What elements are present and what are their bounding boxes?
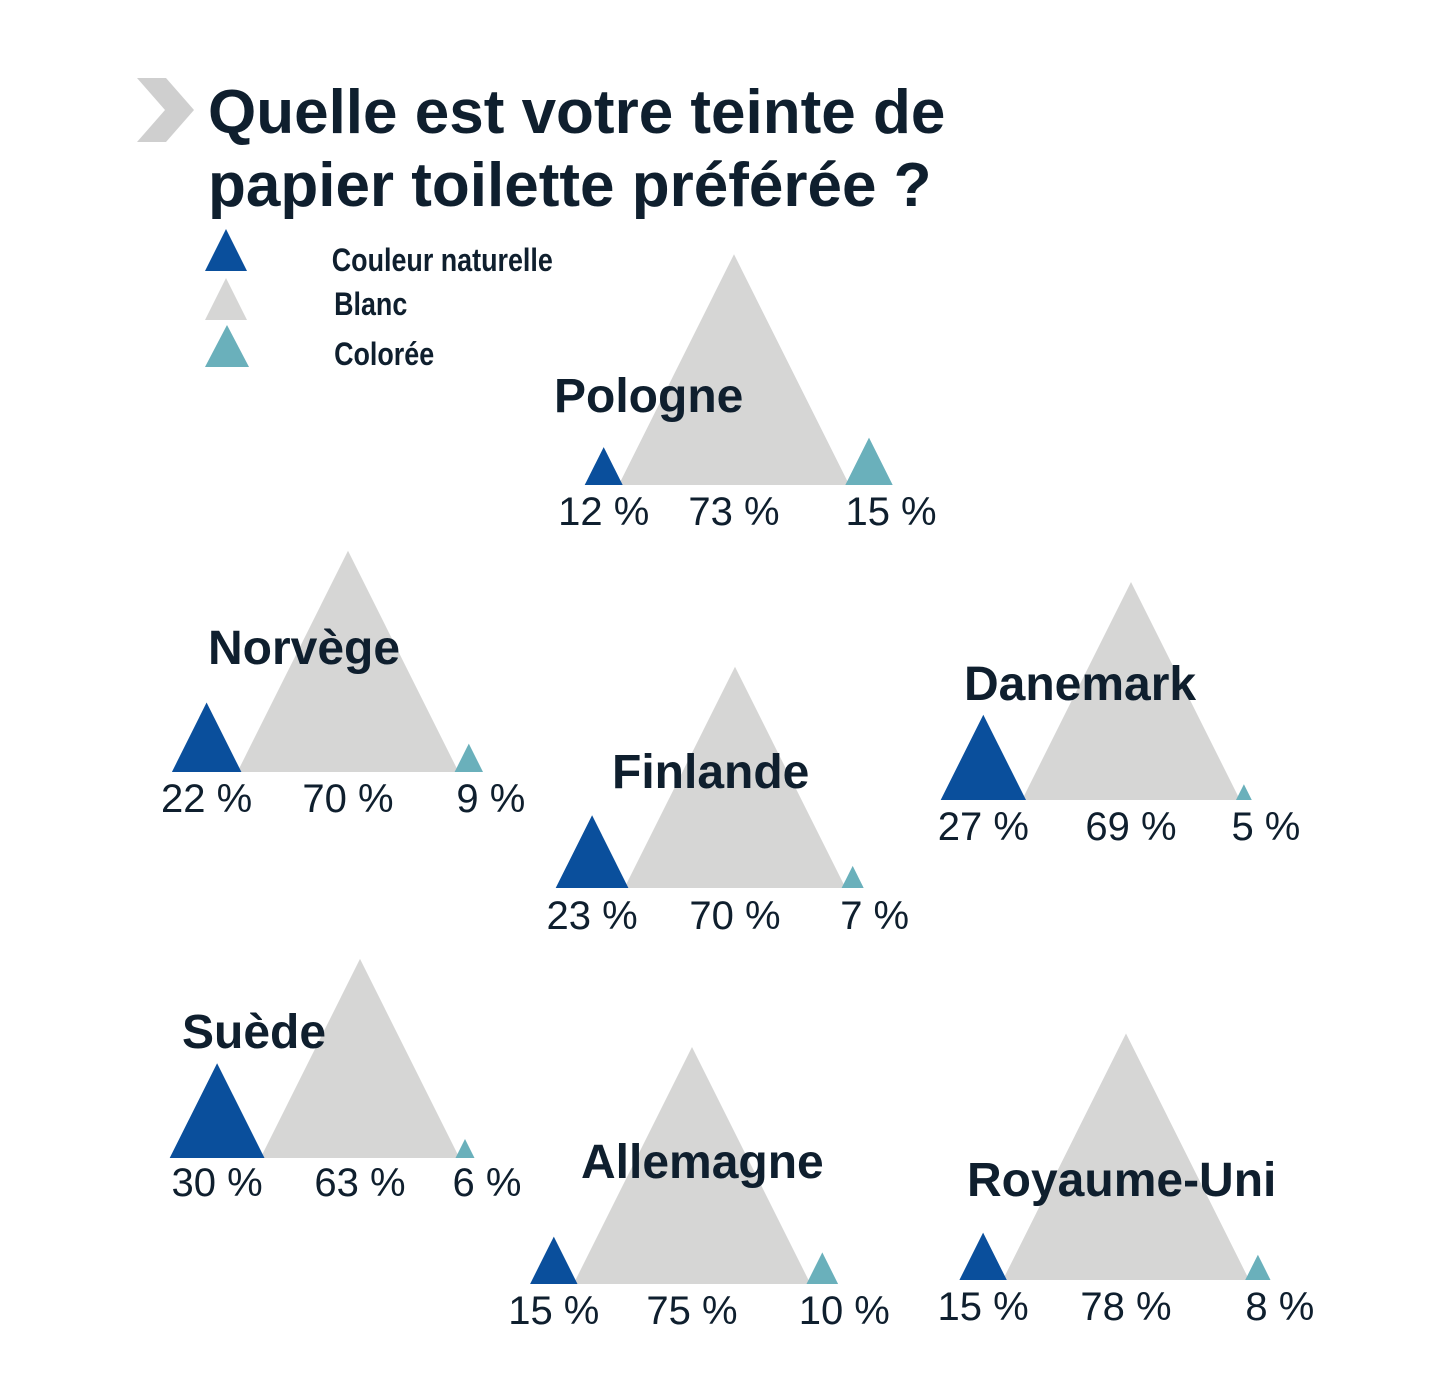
- triangle-naturelle: [530, 1236, 578, 1284]
- percent-label-coloree: 7 %: [840, 894, 909, 938]
- chevron-right-icon: [137, 78, 194, 142]
- triangle-blanc: [1002, 1033, 1250, 1280]
- percent-label-coloree: 8 %: [1245, 1285, 1314, 1329]
- triangle-blanc: [624, 666, 846, 888]
- chart-title-line-1: Quelle est votre teinte de: [208, 78, 945, 147]
- chart-title-line-2: papier toilette préférée ?: [208, 151, 932, 220]
- triangle-blanc: [237, 550, 459, 772]
- percent-label-naturelle: 12 %: [558, 490, 649, 534]
- title-block: Quelle est votre teinte de papier toilet…: [137, 78, 945, 220]
- country-label: Pologne: [554, 370, 743, 423]
- country-label: Norvège: [208, 622, 400, 675]
- triangle-blanc: [1022, 582, 1240, 800]
- triangle-naturelle: [940, 714, 1026, 800]
- country-group: Danemark 27 % 69 % 5 %: [938, 582, 1300, 849]
- legend-label-naturelle: Couleur naturelle: [332, 243, 553, 279]
- legend: Couleur naturelle Blanc Colorée: [205, 229, 553, 373]
- triangle-coloree: [455, 1139, 475, 1158]
- percent-label-coloree: 6 %: [453, 1161, 522, 1205]
- country-group: Pologne 12 % 73 % 15 %: [554, 254, 937, 534]
- triangle-naturelle: [169, 1063, 265, 1158]
- triangle-blanc: [618, 254, 850, 485]
- triangle-blanc: [260, 958, 460, 1158]
- percent-label-naturelle: 15 %: [508, 1289, 599, 1333]
- percent-label-blanc: 75 %: [646, 1289, 737, 1333]
- country-label: Royaume-Uni: [967, 1154, 1276, 1207]
- percent-label-naturelle: 22 %: [161, 777, 252, 821]
- triangle-coloree: [454, 743, 483, 772]
- triangle-coloree: [841, 865, 864, 888]
- triangle-naturelle: [171, 702, 242, 772]
- country-group: Suède 30 % 63 % 6 %: [169, 958, 522, 1205]
- legend-swatch-coloree: [205, 325, 249, 367]
- country-group: Allemagne 15 % 75 % 10 %: [508, 1047, 890, 1333]
- country-label: Suède: [182, 1006, 326, 1059]
- triangle-naturelle: [959, 1232, 1007, 1280]
- legend-label-coloree: Colorée: [334, 337, 434, 373]
- percent-label-blanc: 63 %: [314, 1161, 405, 1205]
- percent-label-coloree: 5 %: [1231, 805, 1300, 849]
- triangle-coloree: [806, 1252, 839, 1284]
- country-group: Norvège 22 % 70 % 9 %: [161, 550, 525, 821]
- percent-label-coloree: 9 %: [456, 777, 525, 821]
- legend-swatch-naturelle: [205, 229, 247, 271]
- percent-label-blanc: 70 %: [302, 777, 393, 821]
- triangle-naturelle: [555, 815, 629, 888]
- percent-label-blanc: 69 %: [1085, 805, 1176, 849]
- percent-label-blanc: 70 %: [689, 894, 780, 938]
- percent-label-naturelle: 15 %: [937, 1285, 1028, 1329]
- legend-label-blanc: Blanc: [334, 287, 407, 323]
- percent-label-blanc: 78 %: [1080, 1285, 1171, 1329]
- country-label: Danemark: [964, 658, 1196, 711]
- triangle-blanc: [573, 1047, 811, 1284]
- country-label: Finlande: [612, 746, 809, 799]
- triangle-naturelle: [584, 447, 623, 485]
- percent-label-coloree: 15 %: [845, 490, 936, 534]
- legend-swatch-blanc: [205, 278, 247, 320]
- country-label: Allemagne: [581, 1136, 824, 1189]
- percent-label-naturelle: 30 %: [171, 1161, 262, 1205]
- percent-label-coloree: 10 %: [799, 1289, 890, 1333]
- triangle-coloree: [1236, 784, 1252, 800]
- percent-label-naturelle: 27 %: [938, 805, 1029, 849]
- country-group: Finlande 23 % 70 % 7 %: [546, 666, 909, 938]
- percent-label-blanc: 73 %: [688, 490, 779, 534]
- triangle-coloree: [1245, 1254, 1271, 1280]
- percent-label-naturelle: 23 %: [546, 894, 637, 938]
- country-group: Royaume-Uni 15 % 78 % 8 %: [937, 1033, 1314, 1329]
- triangle-coloree: [845, 437, 893, 485]
